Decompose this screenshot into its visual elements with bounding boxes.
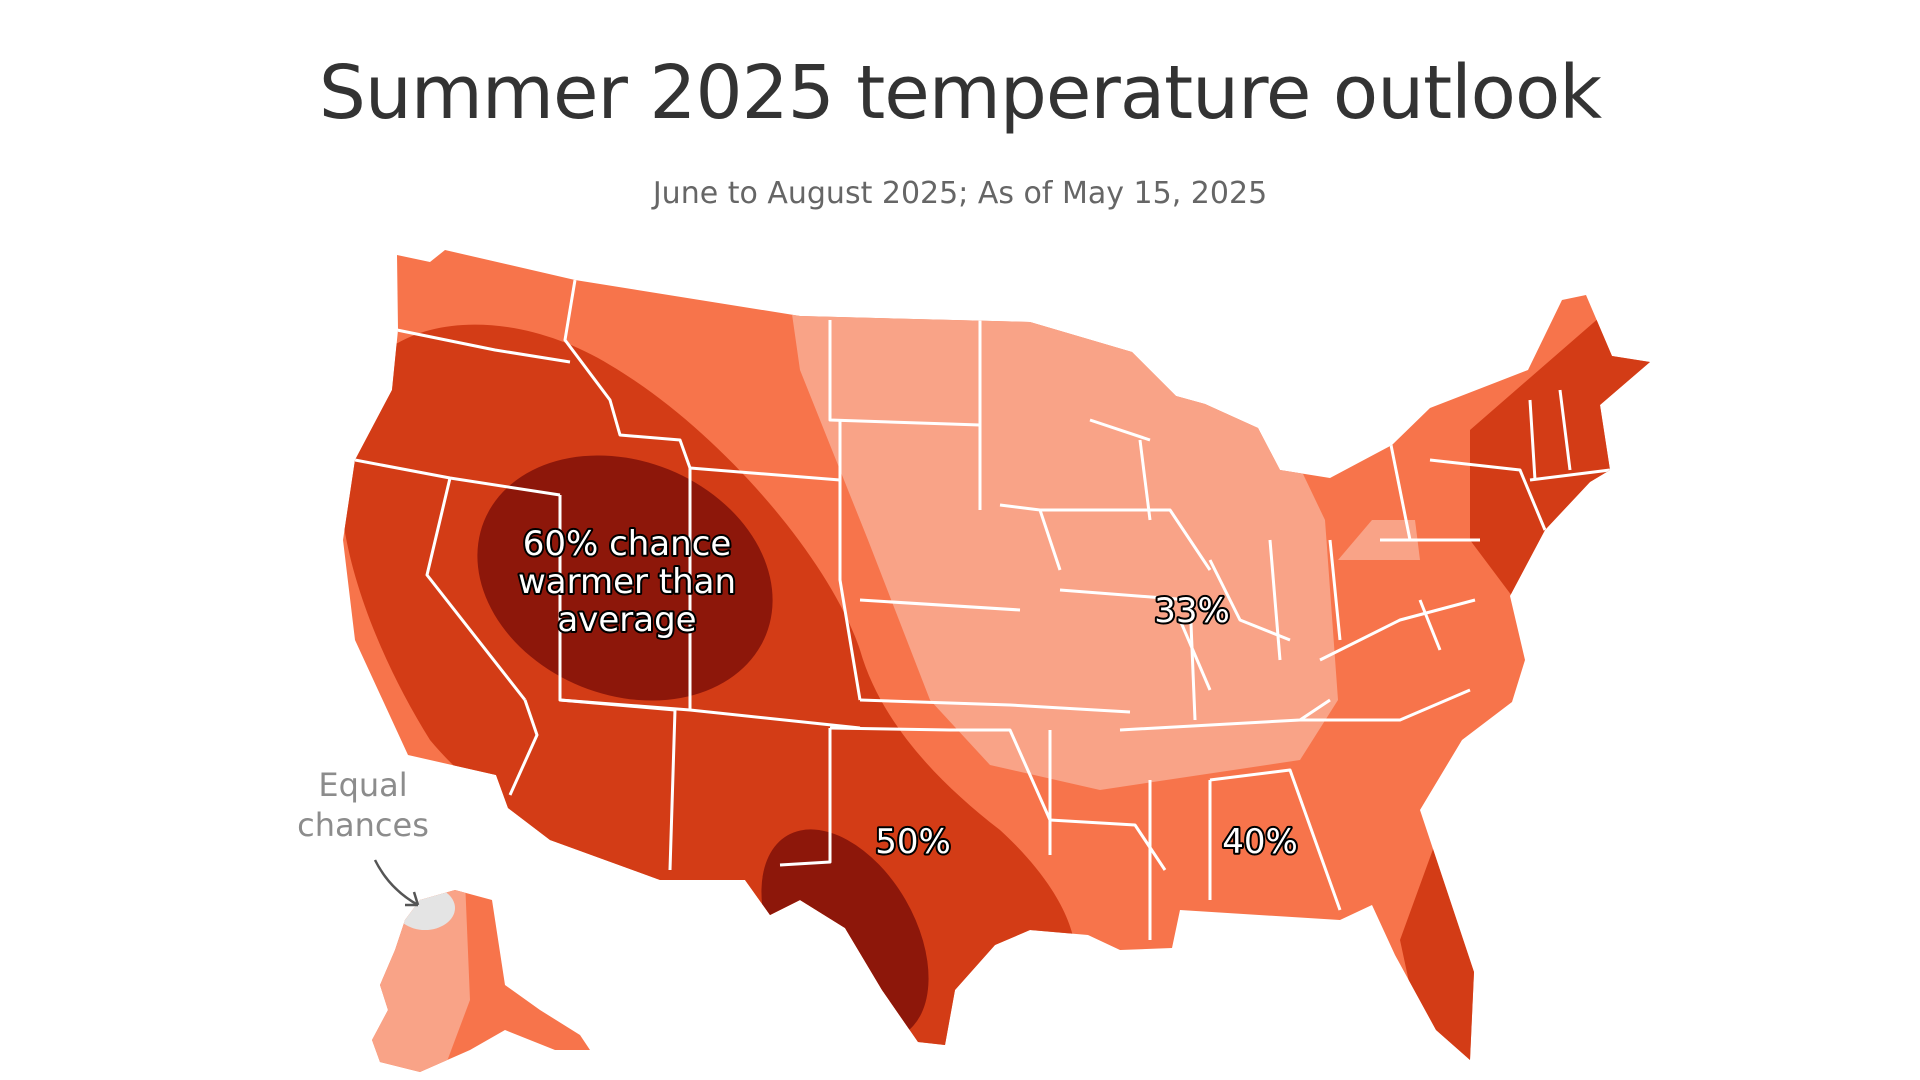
chart-title: Summer 2025 temperature outlook <box>318 50 1602 136</box>
zone-60pct-great-basin <box>477 455 773 701</box>
alaska-equal-chances <box>395 890 455 930</box>
label-50pct: 50% <box>875 822 951 862</box>
zone-33pct-ohio-valley <box>1338 520 1420 560</box>
alaska-shading <box>372 890 590 1072</box>
label-60pct-line2: warmer than <box>518 562 736 602</box>
label-40pct: 40% <box>1222 822 1298 862</box>
callout-line1: Equal <box>318 766 408 804</box>
contiguous-us-shading <box>343 250 1650 1060</box>
chart-subtitle: June to August 2025; As of May 15, 2025 <box>652 176 1268 211</box>
equal-chances-callout: Equal chances <box>268 765 458 845</box>
callout-arrowhead <box>405 891 420 907</box>
label-60pct-line3: average <box>557 600 696 640</box>
label-60pct-line1: 60% chance <box>523 524 732 564</box>
state-borders <box>354 279 1611 940</box>
callout-line2: chances <box>297 806 429 844</box>
label-33pct: 33% <box>1154 591 1230 631</box>
callout-arrow <box>373 859 419 907</box>
